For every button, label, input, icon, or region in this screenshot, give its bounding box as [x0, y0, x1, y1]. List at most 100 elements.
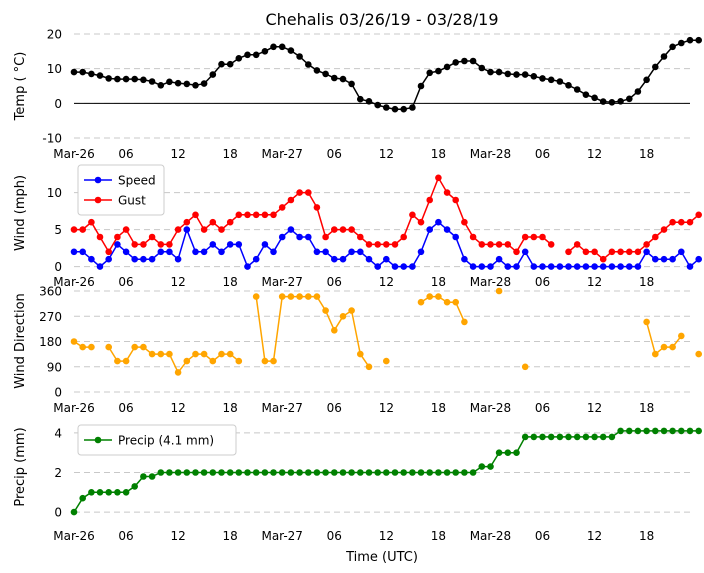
wind-x-tick-label: 06	[118, 275, 133, 289]
temp-data-point	[469, 57, 477, 65]
temp-data-point	[357, 95, 364, 103]
precip-data-point	[96, 489, 104, 496]
temp-data-point	[599, 98, 607, 105]
wind-data-point	[695, 255, 702, 263]
wind-data-point	[504, 241, 512, 248]
temp-data-point	[513, 71, 520, 78]
wind-data-point	[573, 241, 581, 248]
wind-data-point	[226, 241, 234, 248]
precip-data-point	[599, 433, 607, 441]
precip-data-point	[539, 433, 546, 441]
wind-data-point	[131, 255, 138, 263]
wind-data-point	[573, 263, 581, 270]
direction-data-point	[669, 343, 676, 351]
direction-y-tick-label: 90	[47, 360, 62, 374]
wind-data-point	[209, 241, 217, 248]
wind-data-point	[487, 241, 494, 248]
panel-wind: Wind (mph) 0 5 10 Mar-26 06 12 18 Mar-27 06 12 18 Ma…	[13, 164, 702, 289]
wind-data-point	[313, 204, 321, 211]
wind-data-point	[261, 241, 269, 248]
wind-data-point	[148, 233, 156, 241]
precip-data-point	[582, 433, 590, 441]
direction-data-point	[131, 343, 138, 351]
wind-series-line	[568, 214, 700, 261]
precip-data-point	[200, 469, 208, 476]
temp-data-point	[686, 36, 694, 44]
precip-data-point	[556, 433, 564, 441]
direction-data-point	[218, 350, 225, 358]
direction-data-point	[695, 350, 702, 358]
precip-data-point	[235, 469, 243, 476]
direction-x-tick-label: 06	[118, 401, 133, 415]
precip-data-point	[270, 469, 277, 476]
direction-data-point	[183, 357, 191, 365]
temp-x-tick-label: 06	[327, 147, 342, 161]
wind-data-point	[452, 233, 460, 241]
wind-data-point	[452, 196, 460, 204]
x-axis-label: Time (UTC)	[345, 550, 418, 565]
wind-data-point	[487, 263, 494, 270]
precip-data-point	[322, 469, 329, 476]
direction-data-point	[252, 293, 260, 300]
precip-data-point	[573, 433, 581, 441]
temp-data-point	[278, 43, 286, 51]
wind-data-point	[157, 248, 165, 256]
wind-data-point	[539, 233, 546, 241]
wind-data-point	[495, 241, 503, 248]
wind-data-point	[105, 248, 112, 256]
temp-y-tick-label: 20	[47, 28, 62, 42]
precip-data-point	[70, 508, 78, 516]
temp-data-point	[608, 99, 616, 106]
wind-data-point	[461, 255, 468, 263]
temp-data-point	[556, 78, 564, 85]
wind-data-point	[131, 241, 138, 248]
temp-data-point	[331, 74, 338, 82]
wind-data-point	[296, 189, 303, 196]
wind-legend-label: Speed	[118, 174, 156, 188]
precip-data-point	[226, 469, 234, 476]
wind-data-point	[122, 226, 130, 233]
wind-data-point	[114, 233, 121, 241]
precip-legend-box	[77, 424, 237, 456]
wind-x-tick-label: 18	[639, 275, 654, 289]
direction-data-point	[435, 293, 442, 300]
wind-data-point	[270, 211, 277, 219]
direction-data-point	[461, 318, 468, 326]
precip-data-point	[400, 469, 408, 476]
wind-data-point	[495, 255, 503, 263]
direction-data-point	[383, 357, 390, 365]
precip-data-point	[452, 469, 460, 476]
temp-data-point	[391, 105, 399, 113]
temp-data-point	[114, 75, 121, 83]
wind-data-point	[383, 241, 390, 248]
direction-x-tick-label: Mar-27	[261, 401, 302, 415]
precip-data-point	[495, 449, 503, 457]
wind-data-point	[469, 263, 477, 270]
wind-data-point	[391, 263, 399, 270]
wind-data-point	[218, 226, 225, 233]
wind-y-tick-label: 0	[54, 260, 62, 274]
wind-data-point	[339, 226, 347, 233]
direction-data-point	[305, 293, 312, 300]
wind-data-point	[357, 248, 364, 256]
wind-data-point	[504, 263, 512, 270]
wind-data-point	[105, 255, 112, 263]
direction-data-point	[200, 350, 208, 358]
direction-data-point	[452, 298, 460, 306]
panel-precip: Precip (mm) 0 2 4 Mar-26 06 12 18 Mar-27 06 12 18 Ma…	[13, 424, 702, 543]
wind-data-point	[365, 255, 373, 263]
temp-data-point	[348, 80, 355, 88]
precip-data-point	[591, 433, 598, 441]
temp-x-tick-label: Mar-27	[261, 147, 302, 161]
wind-data-point	[435, 218, 442, 226]
direction-series-line	[255, 295, 370, 368]
wind-legend-box	[77, 164, 165, 216]
precip-data-point	[626, 427, 633, 435]
wind-x-tick-label: 12	[587, 275, 602, 289]
temp-data-point	[174, 79, 182, 87]
wind-data-point	[88, 218, 95, 226]
wind-data-point	[469, 233, 477, 241]
precip-data-point	[695, 427, 702, 435]
direction-data-point	[270, 357, 277, 365]
temp-data-point	[79, 68, 86, 76]
